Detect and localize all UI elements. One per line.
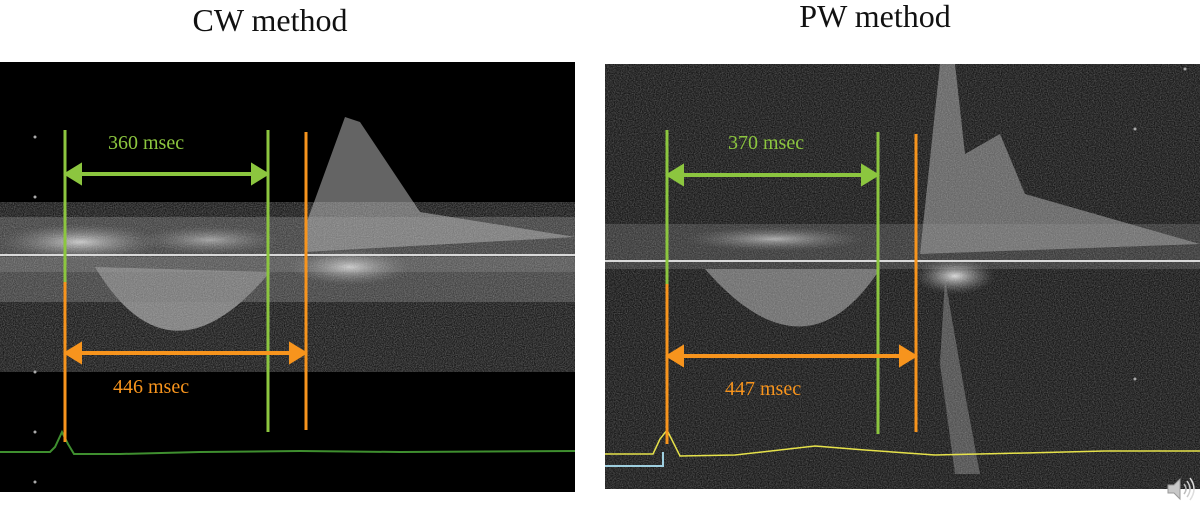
- cw-grid-dots: [33, 135, 37, 484]
- pw-orange-measure-label: 447 msec: [725, 378, 802, 400]
- cw-green-arrow: [63, 162, 270, 186]
- cw-green-measure-label: 360 msec: [108, 132, 185, 154]
- pw-grid-dots: [1133, 67, 1187, 381]
- pw-green-measure-label: 370 msec: [728, 132, 805, 154]
- cw-doppler-image: [0, 117, 575, 484]
- cw-ecg-trace: [0, 429, 575, 455]
- cw-orange-arrow: [63, 341, 308, 365]
- cw-doppler-panel: 360 msec 446 msec: [0, 62, 575, 492]
- pw-ecg-trace: [605, 428, 1200, 457]
- cw-panel-title: CW method: [192, 2, 348, 38]
- pw-spectral-signal: [605, 64, 1200, 489]
- speaker-icon[interactable]: [1166, 476, 1198, 502]
- pw-calibration-marker: [605, 452, 664, 467]
- pw-orange-arrow: [665, 344, 918, 368]
- cw-orange-measure-label: 446 msec: [113, 376, 190, 398]
- pw-green-arrow: [665, 163, 880, 187]
- pw-panel-title: PW method: [799, 0, 951, 34]
- cw-spectral-signal: [0, 117, 575, 372]
- pw-doppler-image: [605, 64, 1200, 489]
- pw-doppler-panel: 370 msec 447 msec: [605, 64, 1200, 489]
